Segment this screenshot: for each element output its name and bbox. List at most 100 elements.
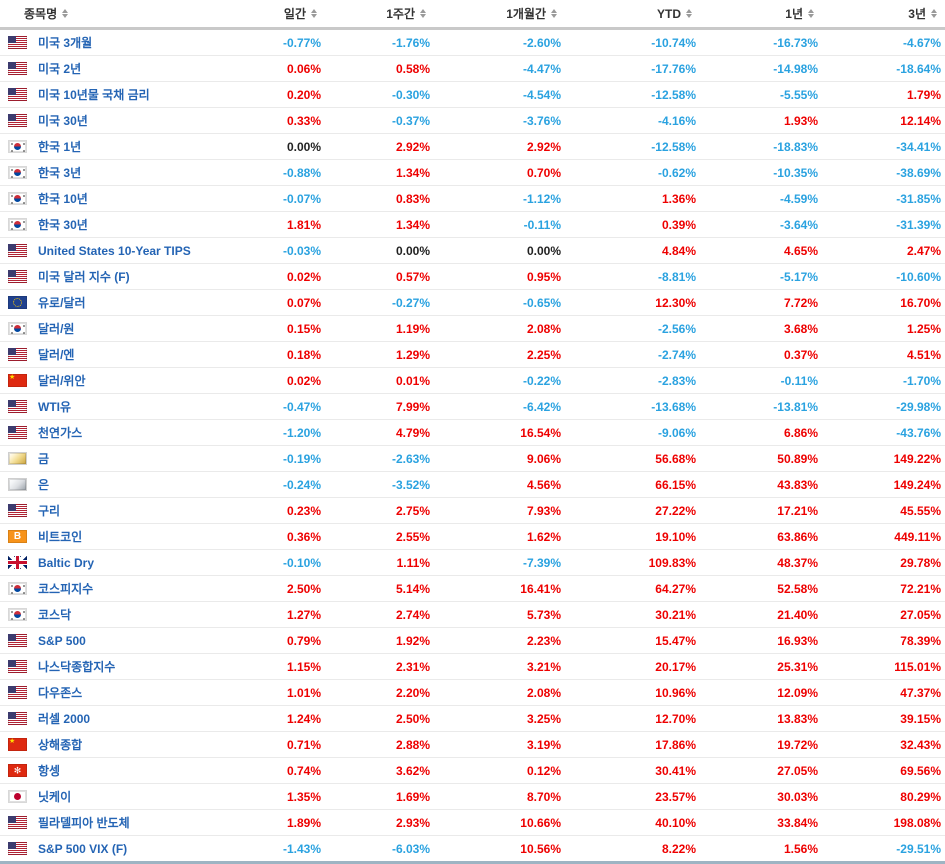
- instrument-link[interactable]: 미국 3개월: [38, 36, 93, 50]
- flag-us-icon: [8, 426, 27, 439]
- change-value: -12.58%: [565, 133, 700, 160]
- sort-up-icon: [686, 9, 692, 13]
- instrument-link[interactable]: 달러/위안: [38, 374, 86, 388]
- instrument-link[interactable]: 러셀 2000: [38, 712, 91, 726]
- instrument-link[interactable]: 달러/원: [38, 322, 75, 336]
- change-value: 50.89%: [700, 445, 822, 472]
- change-value: -17.76%: [565, 55, 700, 82]
- sort-arrows-icon[interactable]: [551, 9, 557, 18]
- instrument-link[interactable]: S&P 500 VIX (F): [38, 841, 128, 856]
- instrument-link[interactable]: 항셍: [38, 764, 61, 778]
- change-value: 198.08%: [822, 809, 945, 836]
- change-value: 2.92%: [325, 133, 434, 160]
- instrument-link[interactable]: 유로/달러: [38, 296, 86, 310]
- change-value: 30.21%: [565, 601, 700, 628]
- change-value: 27.22%: [565, 497, 700, 524]
- instrument-link[interactable]: 달러/엔: [38, 348, 75, 362]
- change-value: 0.02%: [250, 263, 325, 290]
- instrument-link[interactable]: 미국 30년: [38, 114, 88, 128]
- change-value: 0.00%: [250, 133, 325, 160]
- change-value: -18.64%: [822, 55, 945, 82]
- instrument-cell: Baltic Dry: [0, 549, 250, 576]
- instrument-link[interactable]: 비트코인: [38, 530, 83, 544]
- change-value: 10.96%: [565, 679, 700, 706]
- instrument-cell: 한국 3년: [0, 159, 250, 186]
- change-value: 23.57%: [565, 783, 700, 810]
- sort-arrows-icon[interactable]: [808, 9, 814, 18]
- instrument-link[interactable]: 미국 달러 지수 (F): [38, 270, 130, 284]
- column-header-label: 1개월간: [506, 7, 546, 21]
- instrument-link[interactable]: 상해종합: [38, 738, 83, 752]
- instrument-cell: 달러/원: [0, 315, 250, 342]
- table-row: 코스피지수 2.50% 5.14% 16.41% 64.27% 52.58% 72.21%: [0, 575, 945, 602]
- instrument-link[interactable]: 다우존스: [38, 686, 83, 700]
- column-header-3[interactable]: 1주간: [325, 0, 434, 30]
- sort-arrows-icon[interactable]: [686, 9, 692, 18]
- change-value: -8.81%: [565, 263, 700, 290]
- change-value: 27.05%: [822, 601, 945, 628]
- instrument-link[interactable]: 나스닥종합지수: [38, 660, 116, 674]
- change-value: 2.47%: [822, 237, 945, 264]
- sort-arrows-icon[interactable]: [62, 9, 69, 18]
- change-value: 19.10%: [565, 523, 700, 550]
- instrument-link[interactable]: 닛케이: [38, 790, 72, 804]
- column-header-6[interactable]: 1년: [700, 0, 822, 30]
- change-value: 4.84%: [565, 237, 700, 264]
- instrument-link[interactable]: 한국 30년: [38, 218, 88, 232]
- instrument-link[interactable]: 필라델피아 반도체: [38, 816, 130, 830]
- change-value: 1.56%: [700, 835, 822, 864]
- change-value: 0.02%: [250, 367, 325, 394]
- change-value: 0.57%: [325, 263, 434, 290]
- instrument-link[interactable]: 천연가스: [38, 426, 83, 440]
- change-value: 2.88%: [325, 731, 434, 758]
- instrument-link[interactable]: WTI유: [38, 400, 72, 414]
- column-header-2[interactable]: 일간: [250, 0, 325, 30]
- instrument-link[interactable]: 코스피지수: [38, 582, 94, 596]
- sort-arrows-icon[interactable]: [931, 9, 937, 18]
- change-value: 16.93%: [700, 627, 822, 654]
- change-value: -2.56%: [565, 315, 700, 342]
- instrument-link[interactable]: 한국 10년: [38, 192, 88, 206]
- instrument-link[interactable]: 한국 1년: [38, 140, 82, 154]
- change-value: 1.24%: [250, 705, 325, 732]
- change-value: 2.08%: [434, 315, 565, 342]
- instrument-cell: 한국 10년: [0, 185, 250, 212]
- instrument-link[interactable]: United States 10-Year TIPS: [38, 243, 191, 258]
- column-header-7[interactable]: 3년: [822, 0, 945, 30]
- instrument-link[interactable]: 구리: [38, 504, 61, 518]
- column-header-1[interactable]: 종목명: [0, 0, 250, 30]
- instrument-link[interactable]: 코스닥: [38, 608, 72, 622]
- change-value: -4.59%: [700, 185, 822, 212]
- flag-us-icon: [8, 686, 27, 699]
- instrument-link[interactable]: 한국 3년: [38, 166, 82, 180]
- change-value: -14.98%: [700, 55, 822, 82]
- instrument-cell: 러셀 2000: [0, 705, 250, 732]
- change-value: 1.69%: [325, 783, 434, 810]
- change-value: -5.17%: [700, 263, 822, 290]
- flag-jp-icon: [8, 790, 27, 803]
- instrument-cell: 달러/위안: [0, 367, 250, 394]
- change-value: 2.75%: [325, 497, 434, 524]
- change-value: 45.55%: [822, 497, 945, 524]
- sort-arrows-icon[interactable]: [311, 9, 317, 18]
- flag-kr-icon: [8, 140, 27, 153]
- change-value: -0.03%: [250, 237, 325, 264]
- instrument-link[interactable]: 은: [38, 478, 50, 492]
- instrument-link[interactable]: 미국 10년물 국채 금리: [38, 88, 150, 102]
- column-header-4[interactable]: 1개월간: [434, 0, 565, 30]
- sort-up-icon: [62, 9, 69, 13]
- sort-arrows-icon[interactable]: [420, 9, 426, 18]
- flag-hk-icon: [8, 764, 27, 777]
- change-value: 3.21%: [434, 653, 565, 680]
- change-value: 2.23%: [434, 627, 565, 654]
- flag-cn-icon: [8, 374, 27, 387]
- change-value: 0.01%: [325, 367, 434, 394]
- instrument-link[interactable]: S&P 500: [38, 633, 86, 648]
- column-header-5[interactable]: YTD: [565, 0, 700, 30]
- instrument-link[interactable]: Baltic Dry: [38, 555, 95, 570]
- change-value: -10.60%: [822, 263, 945, 290]
- flag-us-icon: [8, 660, 27, 673]
- instrument-link[interactable]: 금: [38, 452, 50, 466]
- instrument-link[interactable]: 미국 2년: [38, 62, 82, 76]
- change-value: 72.21%: [822, 575, 945, 602]
